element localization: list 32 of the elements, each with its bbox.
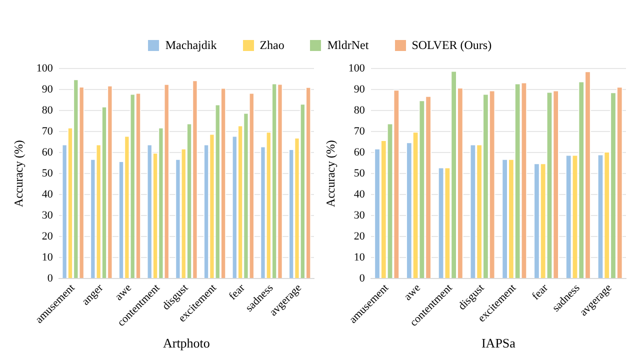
x-tick-label: fear xyxy=(226,282,248,303)
y-tick-label: 10 xyxy=(42,252,54,264)
x-axis-title: IAPSa xyxy=(481,336,516,351)
y-tick-label: 0 xyxy=(359,272,366,285)
y-tick-label: 80 xyxy=(354,104,366,116)
y-tick-label: 40 xyxy=(354,188,366,200)
y-tick-label: 50 xyxy=(354,168,366,180)
y-tick-label: 50 xyxy=(42,168,54,180)
legend-label: Zhao xyxy=(260,38,284,52)
y-tick-label: 10 xyxy=(354,252,366,264)
y-tick-label: 70 xyxy=(42,125,54,138)
y-tick-label: 60 xyxy=(42,146,54,158)
y-tick-label: 100 xyxy=(36,62,54,74)
y-tick-label: 80 xyxy=(42,104,54,116)
legend-label: MldrNet xyxy=(327,38,369,52)
y-tick-label: 90 xyxy=(42,83,54,96)
y-axis-title: Accuracy (%) xyxy=(11,140,26,208)
legend-label: SOLVER (Ours) xyxy=(412,38,492,52)
x-axis-title: Artphoto xyxy=(162,336,210,351)
y-tick-label: 30 xyxy=(354,210,366,222)
y-axis-title: Accuracy (%) xyxy=(323,140,338,208)
y-tick-label: 20 xyxy=(354,230,366,243)
y-tick-label: 60 xyxy=(354,146,366,158)
y-tick-label: 30 xyxy=(42,210,54,222)
y-tick-label: 100 xyxy=(348,62,366,74)
y-tick-label: 0 xyxy=(47,272,54,285)
y-tick-label: 20 xyxy=(42,230,54,243)
y-tick-label: 70 xyxy=(354,125,366,138)
y-tick-label: 90 xyxy=(354,83,366,96)
y-tick-label: 40 xyxy=(42,188,54,200)
legend-label: Machajdik xyxy=(165,38,217,52)
x-tick-label: fear xyxy=(530,282,551,303)
